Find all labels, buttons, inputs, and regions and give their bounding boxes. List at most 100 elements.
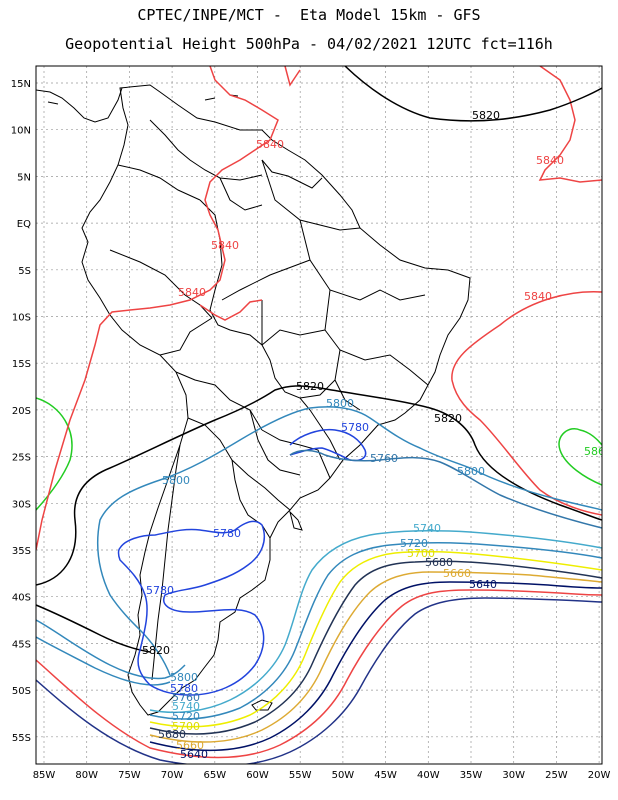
label-5680-e: 5680 xyxy=(425,556,453,569)
label-5840-ne: 5840 xyxy=(524,290,552,303)
country-borders xyxy=(36,84,471,716)
label-5800-w: 5800 xyxy=(162,474,190,487)
contour-5720 xyxy=(149,542,602,720)
contour-5640 xyxy=(149,581,602,752)
contour-5760-a xyxy=(289,449,602,529)
contour-5820-top xyxy=(344,66,602,122)
label-5660-e: 5660 xyxy=(443,567,471,580)
label-5640-e: 5640 xyxy=(469,578,497,591)
label-5800-s: 5800 xyxy=(170,671,198,684)
label-5800-a: 5800 xyxy=(326,397,354,410)
lon-tick-label: 55W xyxy=(289,770,312,781)
caribbean-islands xyxy=(47,94,253,105)
lon-tick-label: 50W xyxy=(332,770,355,781)
lat-tick-label: 15S xyxy=(12,359,31,370)
label-5700-s: 5700 xyxy=(172,720,200,733)
contour-labels: 5820 5840 5840 5840 5840 5840 5820 5800 … xyxy=(142,109,605,761)
contour-5820-pat xyxy=(36,604,151,653)
plot-frame xyxy=(35,65,603,765)
label-5860: 586 xyxy=(584,445,605,458)
map-layers: 5820 5840 5840 5840 5840 5840 5820 5800 … xyxy=(36,66,605,764)
label-5840-bol: 5840 xyxy=(178,286,206,299)
label-5760-a: 5760 xyxy=(370,452,398,465)
south-america-coastline xyxy=(81,84,471,716)
axis-labels: 15N 10N 5N EQ 5S 10S 15S 20S 25S 30S 35S 40S 45S 50S 5… xyxy=(11,79,611,781)
label-5760-s: 5760 xyxy=(172,691,200,704)
lat-tick-label: 25S xyxy=(12,453,31,464)
guianas xyxy=(261,159,323,189)
label-5820-pat: 5820 xyxy=(142,644,170,657)
contour-5680 xyxy=(149,560,602,735)
label-5820-top: 5820 xyxy=(472,109,500,122)
label-5740-e: 5740 xyxy=(413,522,441,535)
lon-tick-label: 40W xyxy=(417,770,440,781)
lon-tick-label: 70W xyxy=(161,770,184,781)
lat-tick-label: 30S xyxy=(12,499,31,510)
lon-tick-label: 85W xyxy=(33,770,56,781)
title-line-1: CPTEC/INPE/MCT - Eta Model 15km - GFS xyxy=(137,6,481,24)
lake-patos xyxy=(289,510,303,531)
lon-tick-label: 65W xyxy=(203,770,226,781)
contour-5860-east xyxy=(558,428,602,486)
lat-tick-label: 10S xyxy=(12,313,31,324)
lat-tick-label: 35S xyxy=(12,546,31,557)
lon-tick-label: 20W xyxy=(588,770,611,781)
contour-5620 xyxy=(36,589,602,759)
lat-tick-label: 20S xyxy=(12,406,31,417)
contour-5840-bolivia xyxy=(199,299,263,321)
lat-tick-label: 45S xyxy=(12,639,31,650)
lat-tick-label: 50S xyxy=(12,686,31,697)
label-5780-a: 5780 xyxy=(341,421,369,434)
contour-lines xyxy=(36,66,602,764)
label-5740-s: 5740 xyxy=(172,700,200,713)
graticule xyxy=(36,66,602,764)
contour-5860 xyxy=(36,397,73,511)
label-5840-ven: 5840 xyxy=(256,138,284,151)
lat-tick-label: EQ xyxy=(17,219,31,230)
label-5660-s: 5660 xyxy=(176,739,204,752)
label-5820-mid: 5820 xyxy=(296,380,324,393)
title-line-2: Geopotential Height 500hPa - 04/02/2021 … xyxy=(65,35,553,53)
label-5840-atl: 5840 xyxy=(536,154,564,167)
contour-5840-atl xyxy=(451,291,602,516)
argentina-chile xyxy=(151,417,291,681)
lat-tick-label: 55S xyxy=(12,733,31,744)
contour-5820-main xyxy=(36,385,602,586)
contour-5780-b xyxy=(117,520,266,696)
contour-5840-ne xyxy=(284,66,602,183)
lat-tick-label: 10N xyxy=(11,126,31,137)
label-5680-s: 5680 xyxy=(158,728,186,741)
label-5800-b: 5800 xyxy=(457,465,485,478)
brazil-states xyxy=(221,159,429,411)
lon-tick-label: 35W xyxy=(460,770,483,781)
contour-5840-north xyxy=(36,66,279,551)
lon-tick-label: 60W xyxy=(246,770,269,781)
uruguay-paraguay xyxy=(249,409,331,479)
contour-5800 xyxy=(36,406,602,686)
contour-5660 xyxy=(149,571,602,743)
lat-tick-label: 5S xyxy=(18,266,31,277)
lat-tick-label: 15N xyxy=(11,79,31,90)
label-5640-s: 5640 xyxy=(180,748,208,761)
label-5780-s: 5780 xyxy=(170,682,198,695)
label-5840-bra: 5840 xyxy=(211,239,239,252)
label-5780-chl: 5780 xyxy=(146,584,174,597)
lon-tick-label: 80W xyxy=(75,770,98,781)
label-5780-arg: 5780 xyxy=(213,527,241,540)
lon-tick-label: 30W xyxy=(502,770,525,781)
lat-tick-label: 40S xyxy=(12,593,31,604)
brazil-border-west xyxy=(199,199,341,461)
label-5720-s: 5720 xyxy=(172,710,200,723)
contour-5700 xyxy=(149,550,602,728)
contour-5600 xyxy=(36,597,602,764)
label-5700-e: 5700 xyxy=(407,547,435,560)
contour-5740 xyxy=(149,530,602,714)
lat-tick-label: 5N xyxy=(17,172,31,183)
central-america xyxy=(36,87,123,123)
contour-5780-a xyxy=(289,428,367,462)
lon-tick-label: 25W xyxy=(545,770,568,781)
lon-tick-label: 45W xyxy=(374,770,397,781)
lon-tick-label: 75W xyxy=(118,770,141,781)
colombia-venezuela xyxy=(117,119,263,211)
